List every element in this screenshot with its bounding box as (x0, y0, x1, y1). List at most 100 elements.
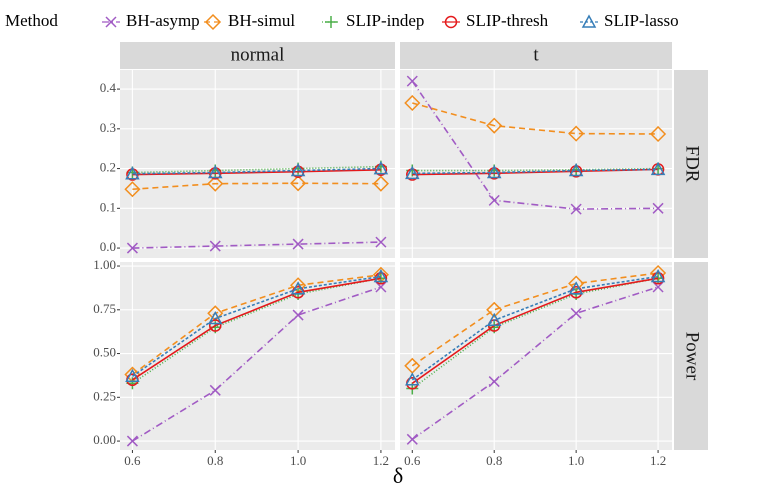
series-line (411, 80, 659, 210)
y-tick-label: 0.2 (100, 160, 116, 175)
marker (372, 175, 389, 192)
series-line (132, 167, 381, 175)
marker (650, 125, 667, 143)
panel-background (400, 262, 672, 450)
series-line (132, 182, 381, 191)
marker (126, 242, 138, 254)
marker (105, 16, 117, 28)
x-tick-label: 1.2 (650, 453, 666, 468)
series-line (132, 165, 381, 174)
column-strip-label: t (533, 44, 539, 65)
marker (290, 175, 307, 192)
marker (568, 281, 584, 295)
row-strip-label: Power (682, 332, 703, 381)
marker (650, 161, 666, 176)
series-line (411, 277, 659, 384)
y-tick-label: 0.50 (93, 345, 116, 360)
marker (488, 376, 500, 388)
marker (325, 16, 337, 28)
x-tick-label: 0.6 (404, 453, 421, 468)
marker (651, 272, 665, 285)
marker (486, 301, 503, 318)
strip (120, 42, 395, 69)
marker (375, 236, 387, 248)
legend-label: SLIP-thresh (466, 11, 549, 30)
y-tick-label: 0.3 (100, 120, 116, 135)
marker (290, 162, 306, 177)
marker (486, 117, 503, 134)
y-tick-label: 0.4 (100, 80, 117, 95)
marker (406, 433, 418, 445)
marker (374, 272, 388, 285)
marker (405, 165, 420, 180)
strip (674, 262, 708, 450)
series-line (131, 277, 382, 381)
marker (570, 307, 582, 319)
marker (568, 125, 585, 142)
y-tick-label: 1.00 (93, 257, 116, 272)
marker (374, 163, 388, 177)
marker (652, 281, 664, 293)
marker (581, 14, 597, 28)
legend-label: BH-asymp (126, 11, 200, 30)
marker (125, 368, 140, 383)
marker (207, 164, 223, 179)
series-line (132, 286, 382, 442)
strip (400, 42, 672, 69)
series-line (411, 277, 659, 390)
series-line (412, 168, 659, 175)
series-line (131, 273, 382, 376)
y-tick-label: 0.1 (100, 199, 116, 214)
series-line (412, 102, 659, 135)
column-strip-label: normal (231, 44, 285, 65)
marker (406, 75, 418, 87)
strip (674, 70, 708, 258)
marker (375, 281, 387, 293)
marker (373, 161, 389, 175)
marker (291, 165, 305, 179)
marker (570, 203, 582, 215)
x-tick-label: 0.8 (207, 453, 223, 468)
series-line (131, 277, 382, 384)
x-tick-label: 1.0 (290, 453, 306, 468)
marker (486, 312, 502, 327)
y-tick-label: 0.75 (93, 301, 116, 316)
marker (444, 15, 458, 29)
panel-background (120, 70, 395, 258)
y-tick-label: 0.25 (93, 388, 116, 403)
marker (652, 202, 664, 214)
marker (405, 372, 420, 386)
marker (209, 319, 222, 332)
marker (568, 162, 584, 177)
series-line (411, 272, 659, 367)
x-tick-label: 1.0 (568, 453, 584, 468)
legend-label: SLIP-indep (346, 11, 424, 30)
marker (292, 238, 304, 250)
x-axis-label: δ (393, 463, 403, 488)
panel-background (400, 70, 672, 258)
marker (126, 435, 138, 447)
legend-title: Method (5, 11, 58, 30)
series-line (411, 275, 659, 381)
marker (290, 281, 306, 295)
y-tick-label: 0.00 (93, 432, 116, 447)
series-line (131, 275, 382, 377)
x-tick-label: 0.8 (486, 453, 502, 468)
x-tick-label: 0.6 (124, 453, 141, 468)
x-tick-label: 1.2 (373, 453, 389, 468)
marker (125, 166, 140, 180)
marker (204, 13, 222, 31)
y-tick-label: 0.0 (100, 239, 116, 254)
marker (404, 94, 421, 112)
marker (488, 194, 500, 206)
marker (209, 384, 221, 396)
series-line (412, 167, 659, 172)
marker (486, 164, 502, 179)
marker (209, 240, 221, 252)
marker (650, 268, 666, 283)
marker (124, 181, 141, 198)
marker (207, 175, 224, 192)
marker (406, 168, 419, 181)
marker (373, 268, 389, 283)
